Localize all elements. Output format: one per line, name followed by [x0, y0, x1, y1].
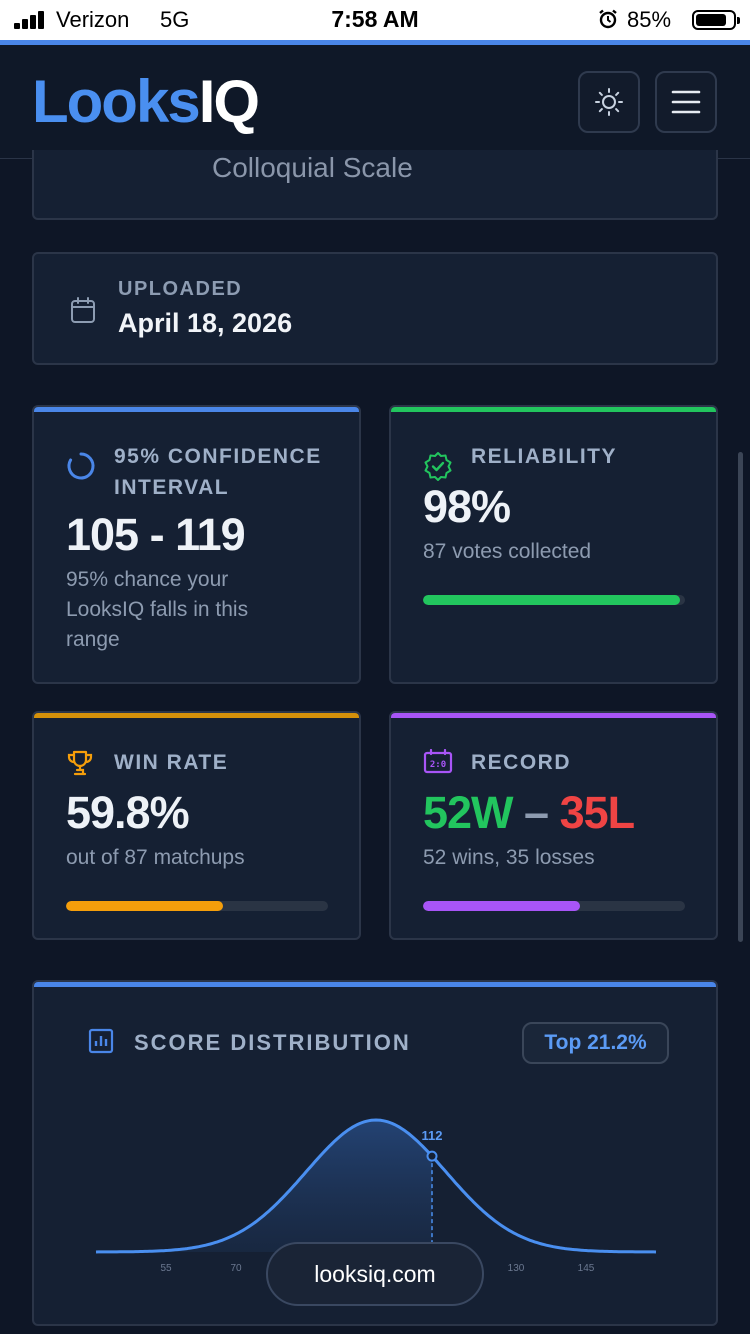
logo-part-iq: IQ — [198, 68, 260, 135]
distribution-area — [96, 1120, 432, 1252]
confidence-label-line1: 95% CONFIDENCE — [114, 445, 322, 468]
record-wins: 52W — [423, 787, 514, 838]
app-header: LooksIQ — [0, 45, 750, 159]
logo-part-looks: Looks — [32, 68, 201, 135]
record-progress-fill — [423, 901, 580, 911]
confidence-interval-card: 95% CONFIDENCE INTERVAL 105 - 119 95% ch… — [32, 405, 361, 684]
accent-line — [0, 40, 750, 45]
confidence-label-line2: INTERVAL — [114, 476, 230, 499]
win-rate-matchups: out of 87 matchups — [66, 846, 245, 869]
card-accent-bar — [391, 713, 716, 718]
signal-strength-icon — [14, 11, 48, 29]
reliability-progress-fill — [423, 595, 680, 605]
confidence-label: 95% CONFIDENCE INTERVAL — [114, 441, 322, 503]
theme-toggle-button[interactable] — [578, 71, 640, 133]
loading-ring-icon — [67, 452, 95, 480]
scoreboard-icon: 2:0 — [423, 749, 453, 774]
x-tick-label: 145 — [578, 1263, 595, 1274]
card-accent-bar — [34, 713, 359, 718]
confidence-desc-line3: range — [66, 628, 120, 651]
card-accent-bar — [391, 407, 716, 412]
card-accent-bar — [34, 982, 716, 987]
record-summary: 52 wins, 35 losses — [423, 846, 595, 869]
score-marker-label: 112 — [422, 1128, 443, 1143]
score-distribution-title: SCORE DISTRIBUTION — [134, 1030, 411, 1055]
top-percentile-badge: Top 21.2% — [522, 1022, 669, 1064]
win-rate-label: WIN RATE — [114, 751, 229, 774]
status-time: 7:58 AM — [331, 6, 419, 32]
x-tick-label: 55 — [160, 1263, 172, 1274]
reliability-progress-bar — [423, 595, 685, 605]
battery-icon — [692, 10, 740, 30]
carrier-name: Verizon — [56, 7, 130, 32]
distribution-chart: 112 557085100115130145 — [95, 1118, 657, 1274]
record-dash: – — [524, 787, 549, 838]
record-label: RECORD — [471, 751, 572, 774]
reliability-value: 98% — [423, 481, 511, 532]
confidence-value: 105 - 119 — [66, 509, 246, 560]
confidence-desc-line2: LooksIQ falls in this — [66, 598, 249, 621]
distribution-curve — [95, 1118, 657, 1254]
x-tick-label: 130 — [508, 1263, 525, 1274]
win-rate-value: 59.8% — [66, 787, 190, 838]
uploaded-card: UPLOADED April 18, 2026 — [32, 252, 718, 365]
record-value: 52W – 35L — [423, 787, 636, 839]
win-rate-card: WIN RATE 59.8% out of 87 matchups — [32, 711, 361, 940]
record-progress-bar — [423, 901, 685, 911]
svg-text:2:0: 2:0 — [430, 760, 446, 770]
alarm-icon — [599, 9, 617, 29]
scrollbar[interactable] — [738, 452, 743, 942]
sun-icon — [595, 88, 623, 116]
logo[interactable]: LooksIQ — [32, 67, 260, 137]
hamburger-menu-icon — [671, 90, 701, 114]
win-rate-progress-bar — [66, 901, 328, 911]
record-card: 2:0 RECORD 52W – 35L 52 wins, 35 losses — [389, 711, 718, 940]
trophy-icon — [67, 750, 93, 776]
confidence-description: 95% chance your LooksIQ falls in this ra… — [66, 565, 248, 655]
url-bar-pill[interactable]: looksiq.com — [266, 1242, 484, 1306]
network-type: 5G — [160, 7, 190, 32]
status-bar: Verizon 5G 7:58 AM 85% — [0, 0, 750, 40]
calendar-icon — [71, 297, 95, 323]
reliability-label: RELIABILITY — [471, 445, 617, 468]
uploaded-label: UPLOADED — [118, 278, 243, 300]
verified-badge-icon — [424, 452, 452, 481]
uploaded-date: April 18, 2026 — [118, 308, 293, 338]
menu-button[interactable] — [655, 71, 717, 133]
colloquial-scale-card: Colloquial Scale — [32, 150, 718, 220]
card-accent-bar — [34, 407, 359, 412]
record-losses: 35L — [559, 787, 636, 838]
colloquial-scale-label: Colloquial Scale — [212, 152, 413, 183]
confidence-desc-line1: 95% chance your — [66, 568, 229, 591]
reliability-card: RELIABILITY 98% 87 votes collected — [389, 405, 718, 684]
reliability-votes: 87 votes collected — [423, 540, 592, 563]
score-marker-dot — [426, 1150, 438, 1162]
x-tick-label: 70 — [230, 1263, 242, 1274]
battery-percent: 85% — [627, 7, 672, 32]
win-rate-progress-fill — [66, 901, 223, 911]
bar-chart-icon — [88, 1028, 114, 1054]
